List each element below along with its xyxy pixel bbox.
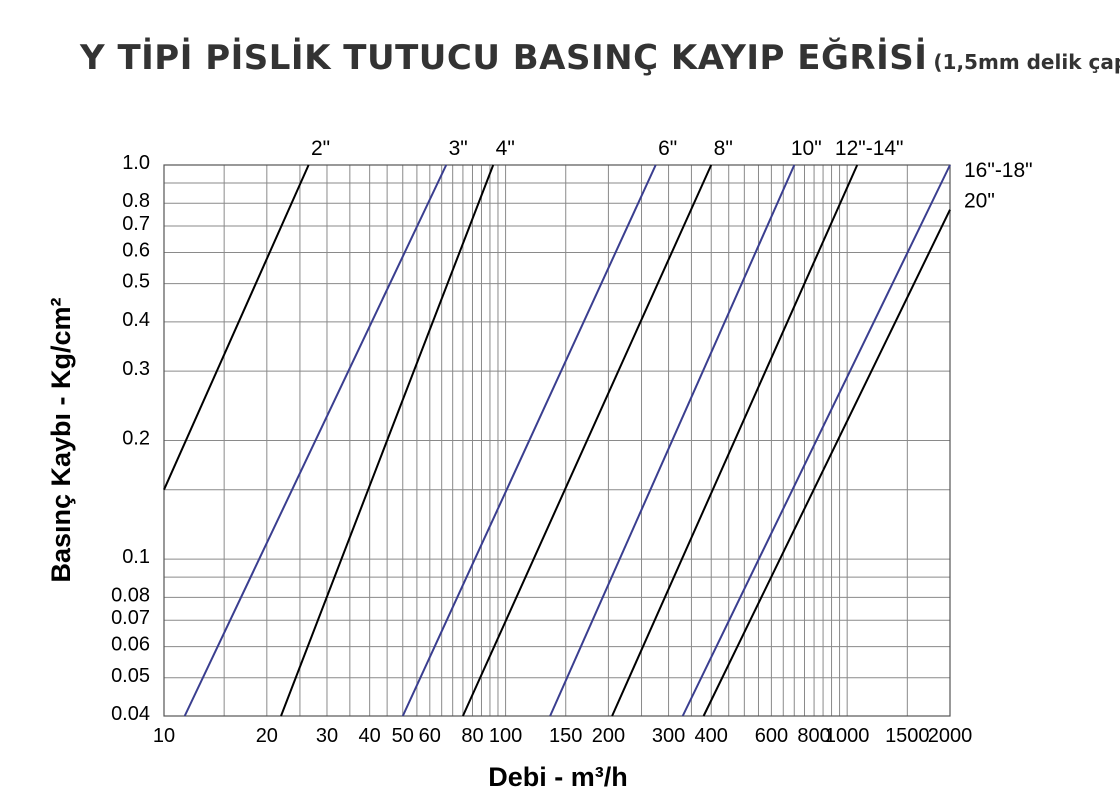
y-tick-label-13: 1.0 (122, 152, 150, 174)
chart-title: Y TİPİ PİSLİK TUTUCU BASINÇ KAYIP EĞRİSİ… (80, 38, 1120, 78)
series-line-3 (401, 164, 657, 717)
series-label-7: 16"-18" (964, 159, 1033, 182)
y-tick-label-11: 0.7 (122, 213, 150, 235)
y-tick-label-6: 0.2 (122, 428, 150, 450)
x-tick-label-5: 60 (419, 725, 441, 747)
x-tick-label-7: 100 (489, 725, 522, 747)
y-tick-label-0: 0.04 (111, 703, 150, 725)
x-tick-label-3: 40 (359, 725, 381, 747)
x-tick-label-12: 600 (755, 725, 788, 747)
x-tick-label-1: 20 (256, 725, 278, 747)
y-tick-label-2: 0.06 (111, 634, 150, 656)
series-line-7 (681, 164, 951, 717)
x-axis-label: Debi - m³/h (488, 762, 628, 792)
plot-frame (163, 164, 951, 717)
series-label-2: 4" (496, 137, 515, 160)
y-tick-label-9: 0.5 (122, 271, 150, 293)
y-tick-label-3: 0.07 (111, 607, 150, 629)
series-line-5 (549, 164, 796, 717)
y-tick-label-8: 0.4 (122, 309, 150, 331)
series-labels: 2" 3" 4" 6" 8" 10" 12"-14" 16"-18" 20" (311, 137, 1033, 213)
grid (163, 164, 951, 717)
series-line-4 (461, 164, 713, 717)
series-label-5: 10" (791, 137, 822, 160)
series-label-8: 20" (964, 190, 995, 213)
x-tick-label-15: 1500 (885, 725, 930, 747)
x-tick-label-9: 200 (592, 725, 625, 747)
y-tick-labels: 0.04 0.05 0.06 0.070.08 0.1 0.2 0.3 0.4 0.5 0.6 0.… (111, 152, 150, 725)
x-tick-label-16: 2000 (928, 725, 973, 747)
y-tick-label-4: 0.08 (111, 584, 150, 606)
series-label-1: 3" (449, 137, 468, 160)
x-tick-label-2: 30 (316, 725, 338, 747)
x-tick-label-4: 50 (392, 725, 414, 747)
series-label-3: 6" (658, 137, 677, 160)
x-tick-label-14: 1000 (825, 725, 870, 747)
x-tick-label-13: 800 (797, 725, 830, 747)
series-line-1 (183, 164, 448, 717)
y-tick-label-1: 0.05 (111, 665, 150, 687)
y-axis-label: Basınç Kaybı - Kg/cm² (46, 297, 76, 582)
x-tick-label-10: 300 (652, 725, 685, 747)
series-line-6 (611, 164, 859, 717)
y-tick-label-5: 0.1 (122, 546, 150, 568)
y-tick-label-10: 0.6 (122, 239, 150, 261)
x-tick-label-8: 150 (549, 725, 582, 747)
y-tick-label-12: 0.8 (122, 190, 150, 212)
x-tick-label-0: 10 (153, 725, 175, 747)
y-tick-label-7: 0.3 (122, 358, 150, 380)
series-line-0 (163, 164, 310, 491)
series-line-8 (702, 209, 951, 717)
chart-subtitle: (1,5mm delik çapı) (933, 50, 1120, 74)
series-label-6: 12"-14" (835, 137, 904, 160)
x-tick-label-6: 80 (461, 725, 483, 747)
chart-title-main: Y TİPİ PİSLİK TUTUCU BASINÇ KAYIP EĞRİSİ (80, 38, 928, 78)
series-label-4: 8" (714, 137, 733, 160)
series-label-0: 2" (311, 137, 330, 160)
series-lines (163, 164, 951, 717)
x-tick-label-11: 400 (695, 725, 728, 747)
series-line-2 (280, 164, 495, 717)
